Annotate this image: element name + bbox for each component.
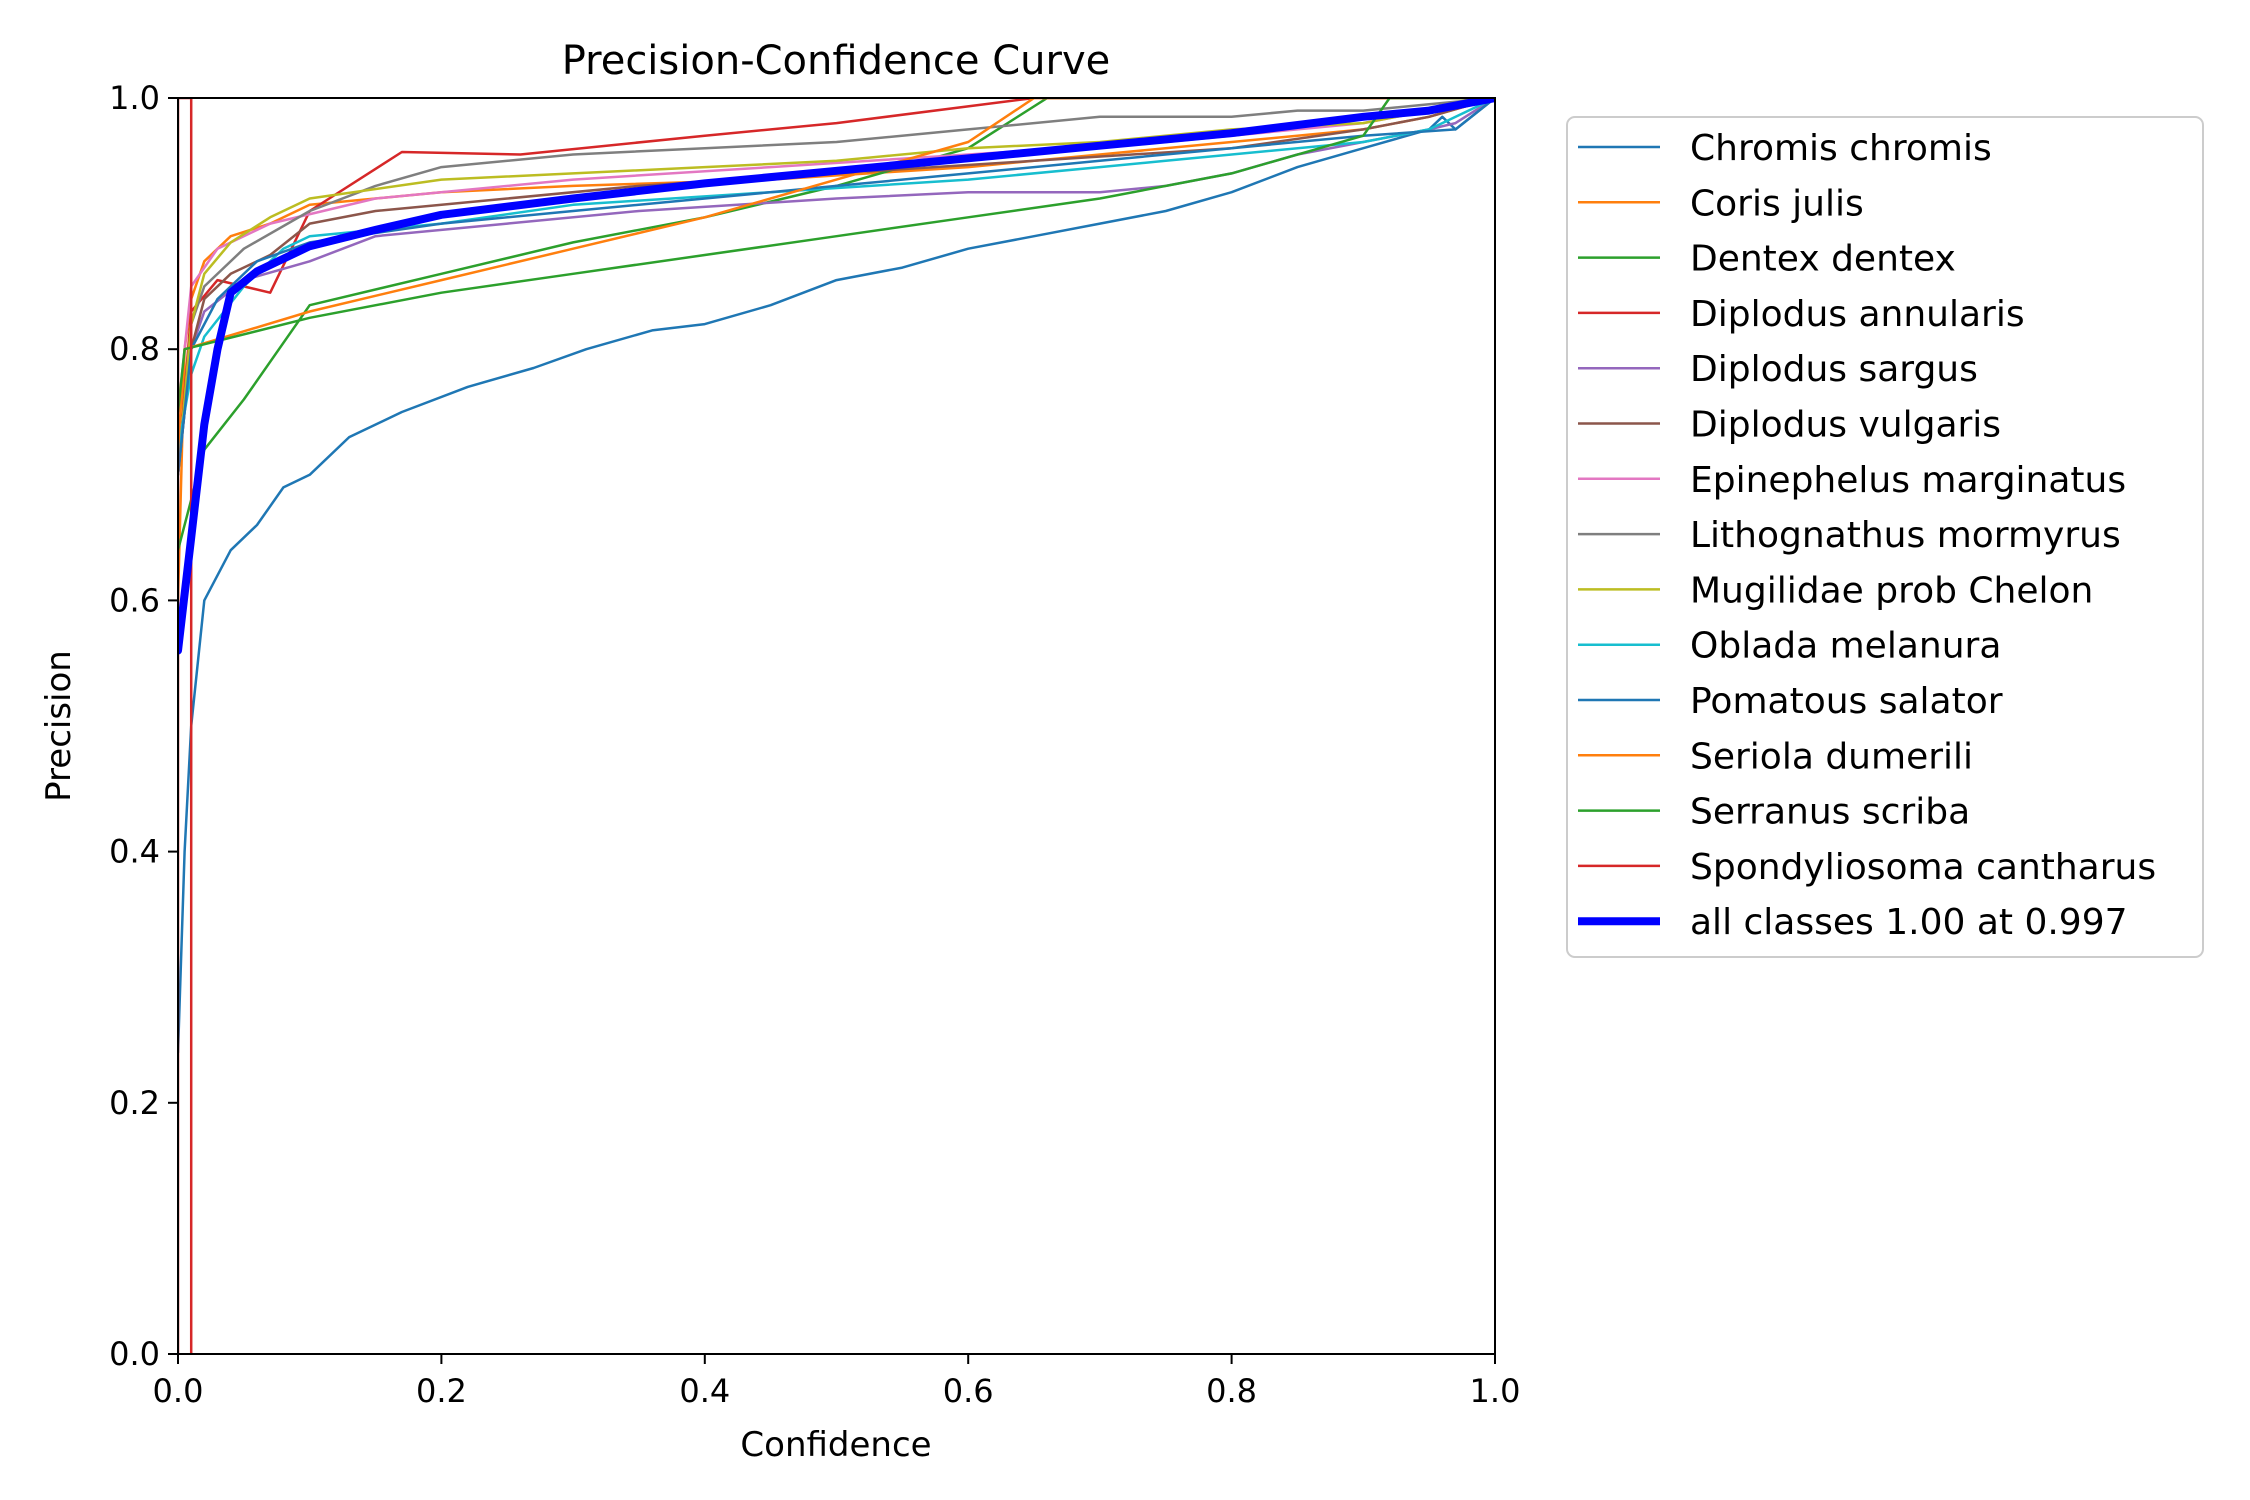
x-tick-label: 0.6	[943, 1372, 994, 1410]
x-tick-label: 0.8	[1206, 1372, 1257, 1410]
series-line-2	[178, 98, 1495, 552]
legend-label: Dentex dentex	[1690, 239, 1956, 280]
legend: Chromis chromis Coris julis Dentex dentex D…	[1566, 116, 2204, 958]
legend-label: Oblada melanura	[1690, 626, 2001, 667]
legend-label: all classes 1.00 at 0.997	[1690, 902, 2128, 943]
series-line-11	[178, 98, 1495, 451]
y-tick-label: 0.6	[109, 581, 160, 619]
legend-frame	[1566, 116, 2204, 958]
y-axis-ticks: 0.0 0.2 0.4 0.6 0.8 1.0	[109, 79, 178, 1373]
legend-label: Diplodus vulgaris	[1690, 405, 2001, 446]
legend-label: Mugilidae prob Chelon	[1690, 570, 2093, 611]
legend-label: Seriola dumerili	[1690, 736, 1973, 777]
legend-label: Pomatous salator	[1690, 681, 2003, 722]
legend-label: Diplodus annularis	[1690, 294, 2025, 335]
series-line-14	[178, 98, 1495, 655]
x-axis-label: Confidence	[740, 1425, 931, 1465]
legend-label: Coris julis	[1690, 183, 1864, 224]
x-tick-label: 0.0	[153, 1372, 204, 1410]
legend-label: Lithognathus mormyrus	[1690, 515, 2121, 556]
legend-label: Epinephelus marginatus	[1690, 460, 2126, 501]
x-tick-label: 0.4	[679, 1372, 730, 1410]
legend-label: Spondyliosoma cantharus	[1690, 847, 2156, 888]
legend-label: Chromis chromis	[1690, 128, 1992, 169]
series-line-7	[178, 98, 1495, 477]
y-tick-label: 0.0	[109, 1335, 160, 1373]
y-tick-label: 0.4	[109, 833, 160, 871]
y-tick-label: 1.0	[109, 79, 160, 117]
y-tick-label: 0.8	[109, 330, 160, 368]
legend-label: Serranus scriba	[1690, 792, 1970, 833]
series-layer	[178, 98, 1495, 1354]
y-axis-label: Precision	[39, 650, 79, 802]
legend-label: Diplodus sargus	[1690, 349, 1978, 390]
x-tick-label: 1.0	[1470, 1372, 1521, 1410]
series-line-10	[178, 98, 1495, 477]
series-line-0	[178, 98, 1495, 1054]
series-line-3	[178, 98, 1495, 477]
x-axis-ticks: 0.0 0.2 0.4 0.6 0.8 1.0	[153, 1354, 1521, 1410]
series-line-12	[178, 98, 1495, 414]
y-tick-label: 0.2	[109, 1084, 160, 1122]
legend-entries: Chromis chromis Coris julis Dentex dentex D…	[1578, 128, 2156, 943]
series-line-1	[178, 98, 1495, 602]
series-line-5	[178, 98, 1495, 477]
x-tick-label: 0.2	[416, 1372, 467, 1410]
series-line-13	[178, 98, 193, 1354]
plot-frame	[177, 97, 1496, 1355]
chart-title: Precision-Confidence Curve	[562, 38, 1111, 84]
